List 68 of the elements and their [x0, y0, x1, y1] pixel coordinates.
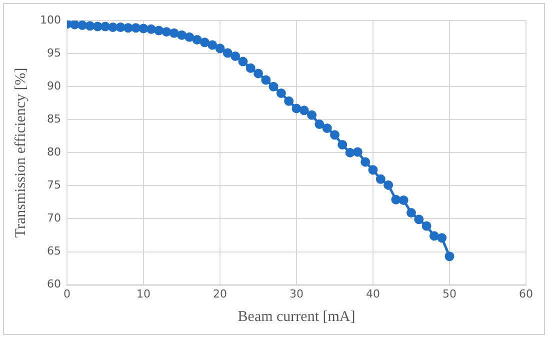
x-tick-label: 50 [442, 287, 456, 300]
x-tick-label: 20 [212, 287, 227, 300]
point [276, 88, 286, 98]
y-axis-title: Transmission efficiency [%] [12, 68, 29, 238]
point [330, 130, 340, 140]
point [299, 106, 309, 116]
point [376, 174, 386, 184]
x-tick-label: 0 [63, 287, 70, 300]
point [146, 24, 156, 34]
point [360, 157, 370, 167]
point [398, 196, 408, 206]
point [108, 22, 118, 32]
point [384, 180, 394, 190]
x-tick-label: 60 [519, 287, 533, 300]
x-axis-title: Beam current [mA] [238, 308, 356, 325]
point [254, 68, 263, 78]
point [406, 208, 416, 218]
point [70, 20, 80, 30]
point [292, 104, 302, 114]
point [92, 22, 102, 32]
y-tick-label: 85 [46, 112, 61, 126]
point [268, 82, 278, 92]
point [154, 26, 164, 36]
y-tick-label: 80 [46, 146, 61, 159]
point [414, 214, 424, 224]
point [169, 28, 179, 38]
point [230, 52, 240, 62]
point [85, 21, 95, 31]
point [100, 22, 110, 32]
point [429, 231, 439, 241]
point [368, 165, 378, 175]
point [261, 75, 271, 85]
x-tick-label: 10 [136, 287, 150, 300]
x-tick-label: 30 [290, 287, 304, 300]
point [422, 221, 432, 231]
point [222, 48, 232, 58]
point [246, 63, 256, 73]
point [116, 22, 126, 32]
point [184, 32, 194, 42]
y-tick-label: 75 [46, 178, 61, 192]
y-tick-label: 60 [46, 278, 61, 291]
y-tick-label: 90 [46, 80, 61, 93]
y-tick-label: 65 [46, 244, 61, 258]
point [200, 38, 210, 48]
point [162, 27, 172, 37]
point [322, 124, 332, 134]
point [307, 110, 317, 120]
point [352, 147, 362, 157]
x-tick-label: 40 [366, 287, 380, 300]
point [123, 23, 133, 33]
y-tick-label: 70 [46, 212, 61, 225]
point [131, 23, 141, 33]
point [391, 194, 401, 204]
point [208, 40, 218, 50]
point [444, 252, 454, 262]
point [176, 30, 186, 40]
point [215, 44, 225, 54]
point [338, 140, 348, 150]
point [437, 233, 447, 243]
y-tick-label: 100 [40, 13, 61, 26]
point [314, 120, 324, 130]
point [192, 35, 202, 45]
point [238, 56, 248, 66]
point [138, 24, 148, 34]
point [345, 148, 355, 158]
point [284, 96, 294, 106]
y-tick-label: 95 [46, 46, 61, 60]
point [78, 20, 88, 30]
